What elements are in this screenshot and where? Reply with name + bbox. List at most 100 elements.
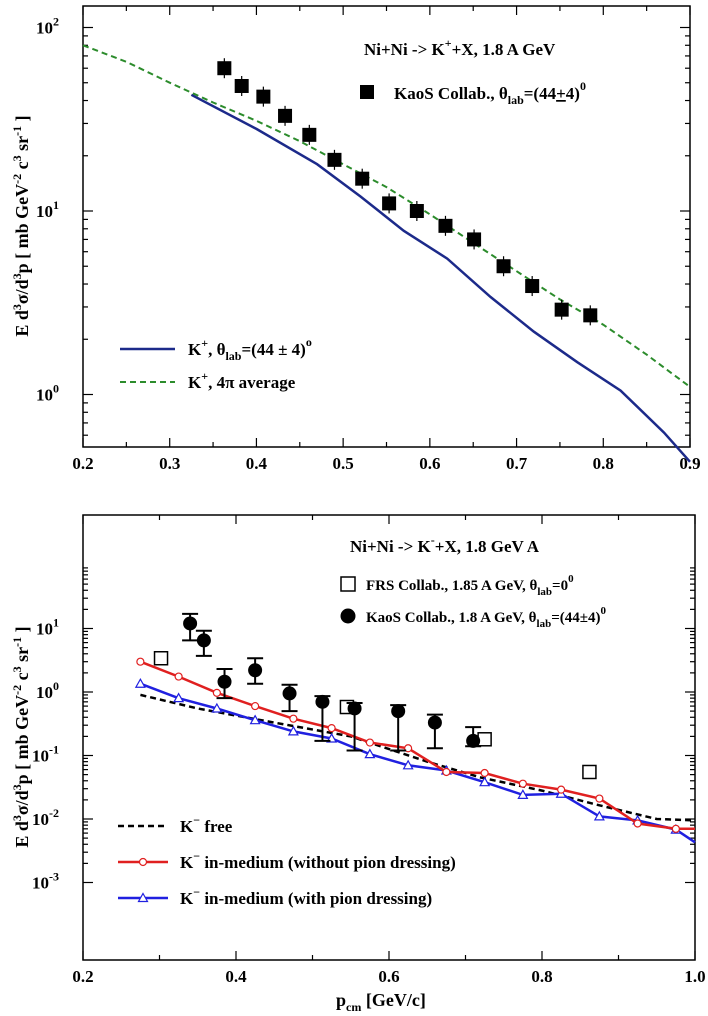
bottom-without-pion-marker bbox=[518, 779, 527, 788]
top-kaos-point bbox=[554, 302, 569, 317]
top-kaos-point bbox=[382, 196, 397, 211]
top-title: Ni+Ni -> K++X, 1.8 A GeV bbox=[364, 36, 556, 59]
bottom-without-pion-marker bbox=[595, 794, 604, 803]
top-kaos-point bbox=[583, 308, 598, 323]
bottom-without-pion-marker bbox=[174, 672, 183, 681]
bottom-ticks bbox=[82, 515, 696, 960]
bottom-kaos-point bbox=[217, 674, 232, 689]
top-legend-label-solid: K+, θlab=(44 ± 4)o bbox=[188, 335, 312, 363]
bottom-legend-label-free: K− free bbox=[180, 813, 233, 836]
bottom-plot-area bbox=[134, 612, 696, 844]
top-x-tick-label: 0.8 bbox=[593, 454, 614, 473]
top-x-tick-label: 0.6 bbox=[419, 454, 440, 473]
bottom-without-pion-marker bbox=[442, 767, 451, 777]
top-data-legend-label: KaoS Collab., θlab=(44+4)0 bbox=[394, 79, 586, 107]
top-kaos-point bbox=[525, 279, 540, 294]
top-x-tick-label: 0.2 bbox=[72, 454, 93, 473]
bottom-y-axis-label: E d3σ/d3p [ mb GeV-2 c3 sr-1 ] bbox=[10, 626, 32, 847]
bottom-panel: 0.2 0.4 0.6 0.8 1.0 10-3 10-2 10-1 100 101 Ni+Ni … bbox=[10, 514, 706, 1014]
bottom-legend-frs-label: FRS Collab., 1.85 A GeV, θlab=00 bbox=[366, 573, 574, 598]
bottom-with-pion-marker bbox=[287, 725, 299, 736]
top-x-tick-label: 0.3 bbox=[159, 454, 180, 473]
bottom-with-pion-marker bbox=[479, 776, 491, 787]
top-y-axis-label: E d3σ/d3p [ mb GeV-2 c3 sr-1 ] bbox=[10, 115, 32, 336]
top-panel: 0.2 0.3 0.4 0.5 0.6 0.7 0.8 0.9 100 101 102 Ni+Ni … bbox=[10, 5, 701, 474]
bottom-legend-blue-marker bbox=[137, 892, 149, 903]
bottom-x-tick-label: 0.4 bbox=[225, 967, 247, 986]
bottom-without-pion-marker bbox=[557, 785, 566, 794]
bottom-x-tick-label: 0.6 bbox=[378, 967, 399, 986]
top-x-tick-label: 0.9 bbox=[679, 454, 700, 473]
top-kaos-point bbox=[256, 89, 271, 104]
bottom-x-tick-label: 1.0 bbox=[684, 967, 705, 986]
bottom-without-pion-marker bbox=[365, 738, 374, 747]
bottom-curve-free bbox=[140, 693, 696, 822]
bottom-tick-labels: 0.2 0.4 0.6 0.8 1.0 10-3 10-2 10-1 100 101 bbox=[32, 616, 706, 987]
top-x-tick-label: 0.4 bbox=[246, 454, 268, 473]
bottom-frs-point bbox=[153, 651, 169, 666]
bottom-without-pion-marker bbox=[404, 744, 413, 753]
bottom-without-pion-marker bbox=[480, 768, 489, 778]
bottom-x-tick-label: 0.8 bbox=[531, 967, 552, 986]
bottom-kaos-point bbox=[282, 686, 297, 701]
bottom-with-pion-marker bbox=[402, 759, 414, 770]
bottom-kaos-point bbox=[315, 694, 330, 709]
bottom-kaos-point bbox=[183, 616, 198, 631]
top-kaos-point bbox=[496, 259, 511, 274]
bottom-kaos-point bbox=[466, 733, 481, 748]
top-kaos-point bbox=[409, 204, 424, 218]
bottom-legend-kaos-label: KaoS Collab., 1.8 A GeV, θlab=(44±4)0 bbox=[366, 605, 606, 630]
bottom-without-pion-marker bbox=[212, 688, 221, 697]
bottom-kaos-point bbox=[196, 633, 211, 648]
bottom-with-pion-marker bbox=[134, 678, 146, 688]
bottom-legend-red-marker bbox=[138, 857, 148, 867]
bottom-y-tick-label: 100 bbox=[36, 679, 59, 702]
bottom-without-pion-marker bbox=[671, 824, 680, 833]
top-ticks bbox=[82, 6, 691, 447]
bottom-y-tick-label: 10-2 bbox=[32, 806, 59, 829]
top-plot-frame bbox=[82, 5, 691, 448]
bottom-with-pion-marker bbox=[593, 810, 605, 821]
top-kaos-point bbox=[234, 78, 249, 93]
bottom-kaos-point bbox=[427, 715, 442, 730]
top-y-tick-label: 101 bbox=[36, 198, 59, 221]
top-kaos-point bbox=[217, 61, 232, 76]
bottom-with-pion-marker bbox=[364, 748, 376, 759]
bottom-x-axis-label: pcm [GeV/c] bbox=[336, 990, 426, 1014]
bottom-without-pion-marker bbox=[251, 701, 260, 711]
top-data-legend-marker bbox=[360, 85, 374, 99]
bottom-legend-frs-marker bbox=[340, 576, 356, 592]
bottom-y-tick-label: 101 bbox=[36, 616, 59, 639]
top-y-tick-label: 100 bbox=[36, 382, 59, 405]
bottom-frs-point bbox=[582, 764, 597, 780]
top-kaos-point bbox=[278, 108, 293, 123]
top-y-tick-label: 102 bbox=[36, 15, 59, 38]
bottom-legend-label-blue: K− in-medium (with pion dressing) bbox=[180, 885, 432, 908]
bottom-curve-with-pion-dressing bbox=[139, 682, 696, 844]
bottom-x-tick-label: 0.2 bbox=[72, 967, 93, 986]
top-tick-labels: 0.2 0.3 0.4 0.5 0.6 0.7 0.8 0.9 100 101 102 bbox=[36, 15, 701, 474]
top-plot-area bbox=[82, 44, 691, 463]
bottom-kaos-point bbox=[248, 663, 263, 678]
bottom-legend-kaos-marker bbox=[340, 608, 356, 624]
top-curve-theta-lab bbox=[190, 93, 691, 463]
top-legend-label-dashed: K+, 4π average bbox=[188, 369, 296, 392]
top-kaos-point bbox=[467, 232, 482, 247]
bottom-y-tick-label: 10-3 bbox=[32, 870, 59, 893]
bottom-kaos-point bbox=[391, 704, 406, 719]
bottom-without-pion-marker bbox=[327, 724, 336, 733]
bottom-without-pion-marker bbox=[633, 819, 642, 828]
bottom-with-pion-marker bbox=[517, 789, 529, 799]
bottom-kaos-point bbox=[347, 701, 362, 716]
bottom-legend-label-red: K− in-medium (without pion dressing) bbox=[180, 849, 456, 872]
bottom-with-pion-marker bbox=[249, 714, 261, 725]
bottom-without-pion-marker bbox=[136, 657, 145, 666]
top-kaos-point bbox=[327, 152, 342, 167]
top-kaos-point bbox=[302, 127, 317, 142]
top-kaos-point bbox=[438, 218, 453, 233]
bottom-with-pion-marker bbox=[173, 692, 185, 703]
bottom-title: Ni+Ni -> K-+X, 1.8 GeV A bbox=[350, 533, 540, 556]
top-x-tick-label: 0.7 bbox=[506, 454, 528, 473]
bottom-frs-point bbox=[477, 732, 492, 747]
